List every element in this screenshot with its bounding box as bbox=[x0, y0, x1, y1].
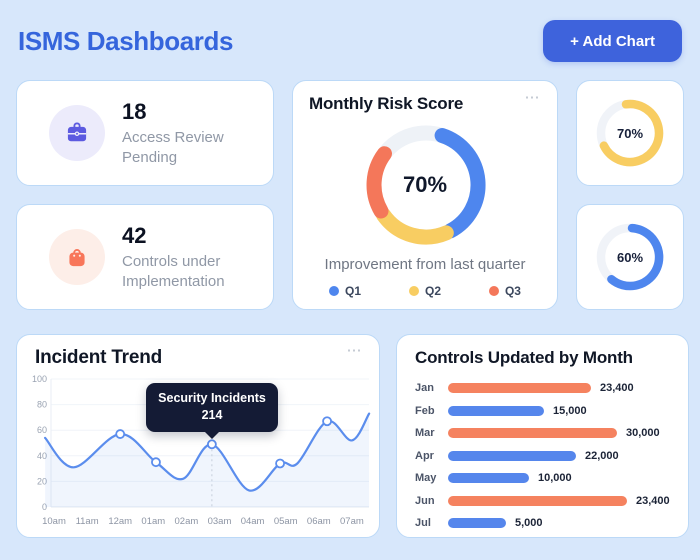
gauge-value-label: 60% bbox=[616, 249, 644, 265]
card-title: Controls Updated by Month bbox=[415, 348, 633, 367]
gauge-card-70: 70% bbox=[576, 80, 684, 186]
svg-text:20: 20 bbox=[37, 476, 47, 486]
month-label: Feb bbox=[415, 404, 435, 417]
risk-legend: Q1 Q2 Q3 bbox=[309, 273, 541, 298]
dashboard-page: ISMS Dashboards + Add Chart 18 Access Re… bbox=[16, 0, 689, 538]
bar-row-may: May 10,000 bbox=[415, 467, 670, 490]
card-header: Monthly Risk Score ⋯ bbox=[309, 89, 541, 114]
bar bbox=[448, 428, 617, 439]
incident-trend-card: Incident Trend ⋯ 0 20 40 60 80 100 10am 11am 12a… bbox=[16, 334, 380, 538]
ellipsis-menu-icon[interactable]: ⋯ bbox=[346, 342, 363, 359]
donut-center-label: 70% bbox=[402, 172, 448, 197]
stat-value: 18 bbox=[122, 98, 147, 124]
svg-text:02am: 02am bbox=[175, 516, 199, 527]
bar-row-mar: Mar 30,000 bbox=[415, 422, 670, 445]
page-title: ISMS Dashboards bbox=[18, 25, 234, 56]
monthly-risk-score-card: Monthly Risk Score ⋯ 70% Improvement fro… bbox=[292, 80, 558, 310]
svg-text:12am: 12am bbox=[108, 516, 132, 527]
ellipsis-menu-icon[interactable]: ⋯ bbox=[524, 89, 541, 106]
bar bbox=[448, 405, 544, 416]
svg-text:100: 100 bbox=[32, 374, 47, 384]
gauge-card-60: 60% bbox=[576, 204, 684, 310]
bar-row-jan: Jan 23,400 bbox=[415, 377, 670, 400]
svg-text:80: 80 bbox=[37, 400, 47, 410]
controls-updated-card: Controls Updated by Month Jan 23,400 Feb 15… bbox=[396, 334, 689, 538]
bar bbox=[448, 518, 506, 529]
month-label: Apr bbox=[415, 449, 434, 462]
risk-donut-chart: 70% bbox=[309, 117, 541, 253]
stat-card-controls: 42 Controls under Implementation bbox=[16, 204, 274, 310]
bar-row-jun: Jun 23,400 bbox=[415, 490, 670, 513]
legend-label: Q2 bbox=[424, 284, 441, 298]
legend-dot bbox=[329, 286, 339, 296]
svg-text:04am: 04am bbox=[241, 516, 265, 527]
legend-dot bbox=[408, 286, 419, 296]
bar-value-label: 30,000 bbox=[626, 427, 660, 440]
month-label: Jun bbox=[415, 494, 435, 507]
card-header: Incident Trend ⋯ bbox=[27, 342, 369, 369]
top-grid: 18 Access Review Pending 42 Controls und… bbox=[16, 80, 684, 310]
risk-subtitle: Improvement from last quarter bbox=[324, 256, 526, 273]
gauge-60-chart bbox=[596, 223, 664, 291]
add-chart-button[interactable]: + Add Chart bbox=[543, 20, 682, 62]
bag-icon bbox=[49, 229, 105, 285]
legend-item-q1: Q1 bbox=[329, 284, 361, 298]
bar-value-label: 5,000 bbox=[515, 517, 543, 530]
card-title: Incident Trend bbox=[35, 347, 163, 368]
bar-value-label: 23,400 bbox=[600, 382, 634, 395]
stat-column: 18 Access Review Pending 42 Controls und… bbox=[16, 80, 274, 310]
card-header: Controls Updated by Month bbox=[415, 348, 670, 368]
legend-item-q3: Q3 bbox=[488, 284, 521, 298]
stat-label: Access Review Pending bbox=[122, 128, 224, 166]
legend-item-q2: Q2 bbox=[408, 284, 441, 298]
page-header: ISMS Dashboards + Add Chart bbox=[16, 0, 684, 80]
svg-text:0: 0 bbox=[42, 502, 47, 512]
bar-row-jul: Jul 5,000 bbox=[415, 512, 670, 535]
bar-value-label: 15,000 bbox=[553, 404, 587, 417]
stat-text: 18 Access Review Pending bbox=[122, 99, 274, 168]
bar bbox=[448, 383, 591, 394]
month-label: May bbox=[415, 472, 437, 485]
incident-trend-chart: 0 20 40 60 80 100 10am 11am 12am 01am 02am 03am 04am… bbox=[27, 373, 371, 534]
legend-label: Q1 bbox=[345, 284, 362, 298]
stat-value: 42 bbox=[122, 222, 147, 248]
bar-row-apr: Apr 22,000 bbox=[415, 445, 670, 468]
month-label: Mar bbox=[415, 427, 435, 440]
legend-label: Q3 bbox=[504, 284, 521, 298]
tooltip-value: 214 bbox=[201, 407, 223, 422]
bar-value-label: 22,000 bbox=[585, 449, 619, 462]
month-label: Jan bbox=[415, 382, 434, 395]
stat-card-access-review: 18 Access Review Pending bbox=[16, 80, 274, 186]
svg-text:11am: 11am bbox=[76, 516, 99, 527]
stat-text: 42 Controls under Implementation bbox=[122, 223, 274, 292]
tooltip-title: Security Incidents bbox=[158, 391, 266, 405]
svg-text:05am: 05am bbox=[274, 516, 298, 527]
svg-text:03am: 03am bbox=[208, 516, 232, 527]
svg-text:60: 60 bbox=[37, 425, 47, 435]
svg-text:06am: 06am bbox=[307, 516, 331, 527]
gauge-column: 70% 60% bbox=[576, 80, 684, 310]
legend-dot bbox=[488, 286, 499, 296]
briefcase-icon bbox=[49, 105, 105, 161]
svg-text:10am: 10am bbox=[42, 516, 66, 527]
bar-value-label: 23,400 bbox=[636, 494, 670, 507]
gauge-value-label: 70% bbox=[616, 125, 644, 141]
svg-text:07am: 07am bbox=[340, 516, 364, 527]
bar-row-feb: Feb 15,000 bbox=[415, 400, 670, 423]
bar bbox=[448, 495, 627, 506]
svg-text:40: 40 bbox=[37, 451, 47, 461]
bar-chart: Jan 23,400 Feb 15,000 Mar 30,000 Apr 22,000 May 1… bbox=[415, 377, 670, 535]
bar bbox=[448, 473, 529, 484]
bar bbox=[448, 450, 576, 461]
card-title: Monthly Risk Score bbox=[309, 94, 464, 113]
month-label: Jul bbox=[415, 517, 431, 530]
stat-label: Controls under Implementation bbox=[122, 252, 225, 290]
bar-value-label: 10,000 bbox=[538, 472, 572, 485]
gauge-70-chart bbox=[596, 99, 664, 167]
chart-tooltip: Security Incidents 214 bbox=[146, 383, 278, 439]
bottom-grid: Incident Trend ⋯ 0 20 40 60 80 100 10am 11am 12a… bbox=[16, 334, 689, 538]
svg-text:01am: 01am bbox=[141, 516, 165, 527]
